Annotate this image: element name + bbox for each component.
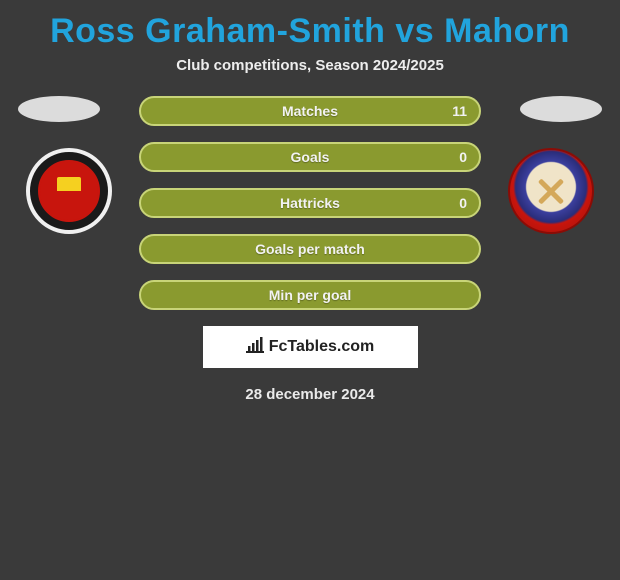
date-text: 28 december 2024 xyxy=(0,386,620,403)
badge-left-mark xyxy=(57,177,81,205)
player-right-oval xyxy=(520,96,602,122)
stat-row-hattricks: Hattricks 0 xyxy=(139,188,481,218)
comparison-area: Matches 11 Goals 0 Hattricks 0 Goals per… xyxy=(0,96,620,403)
stat-row-goals: Goals 0 xyxy=(139,142,481,172)
stat-label: Matches xyxy=(282,103,338,119)
stat-row-goals-per-match: Goals per match xyxy=(139,234,481,264)
subtitle: Club competitions, Season 2024/2025 xyxy=(0,57,620,96)
stat-pill-list: Matches 11 Goals 0 Hattricks 0 Goals per… xyxy=(139,96,481,310)
chart-icon xyxy=(246,337,264,358)
badge-right-mark xyxy=(536,176,566,206)
stat-row-matches: Matches 11 xyxy=(139,96,481,126)
stat-label: Goals per match xyxy=(255,241,365,257)
player-left-oval xyxy=(18,96,100,122)
stat-row-min-per-goal: Min per goal xyxy=(139,280,481,310)
stat-label: Min per goal xyxy=(269,287,351,303)
badge-left-inner xyxy=(38,160,100,222)
stat-right-value: 11 xyxy=(452,103,467,119)
stat-label: Goals xyxy=(291,149,330,165)
brand-box: FcTables.com xyxy=(203,326,418,368)
stat-right-value: 0 xyxy=(459,149,467,165)
brand-text: FcTables.com xyxy=(269,338,375,356)
page-title: Ross Graham-Smith vs Mahorn xyxy=(0,0,620,57)
stat-right-value: 0 xyxy=(459,195,467,211)
stat-label: Hattricks xyxy=(280,195,340,211)
ebbsfleet-united-badge xyxy=(26,148,112,234)
dagenham-redbridge-badge xyxy=(508,148,594,234)
